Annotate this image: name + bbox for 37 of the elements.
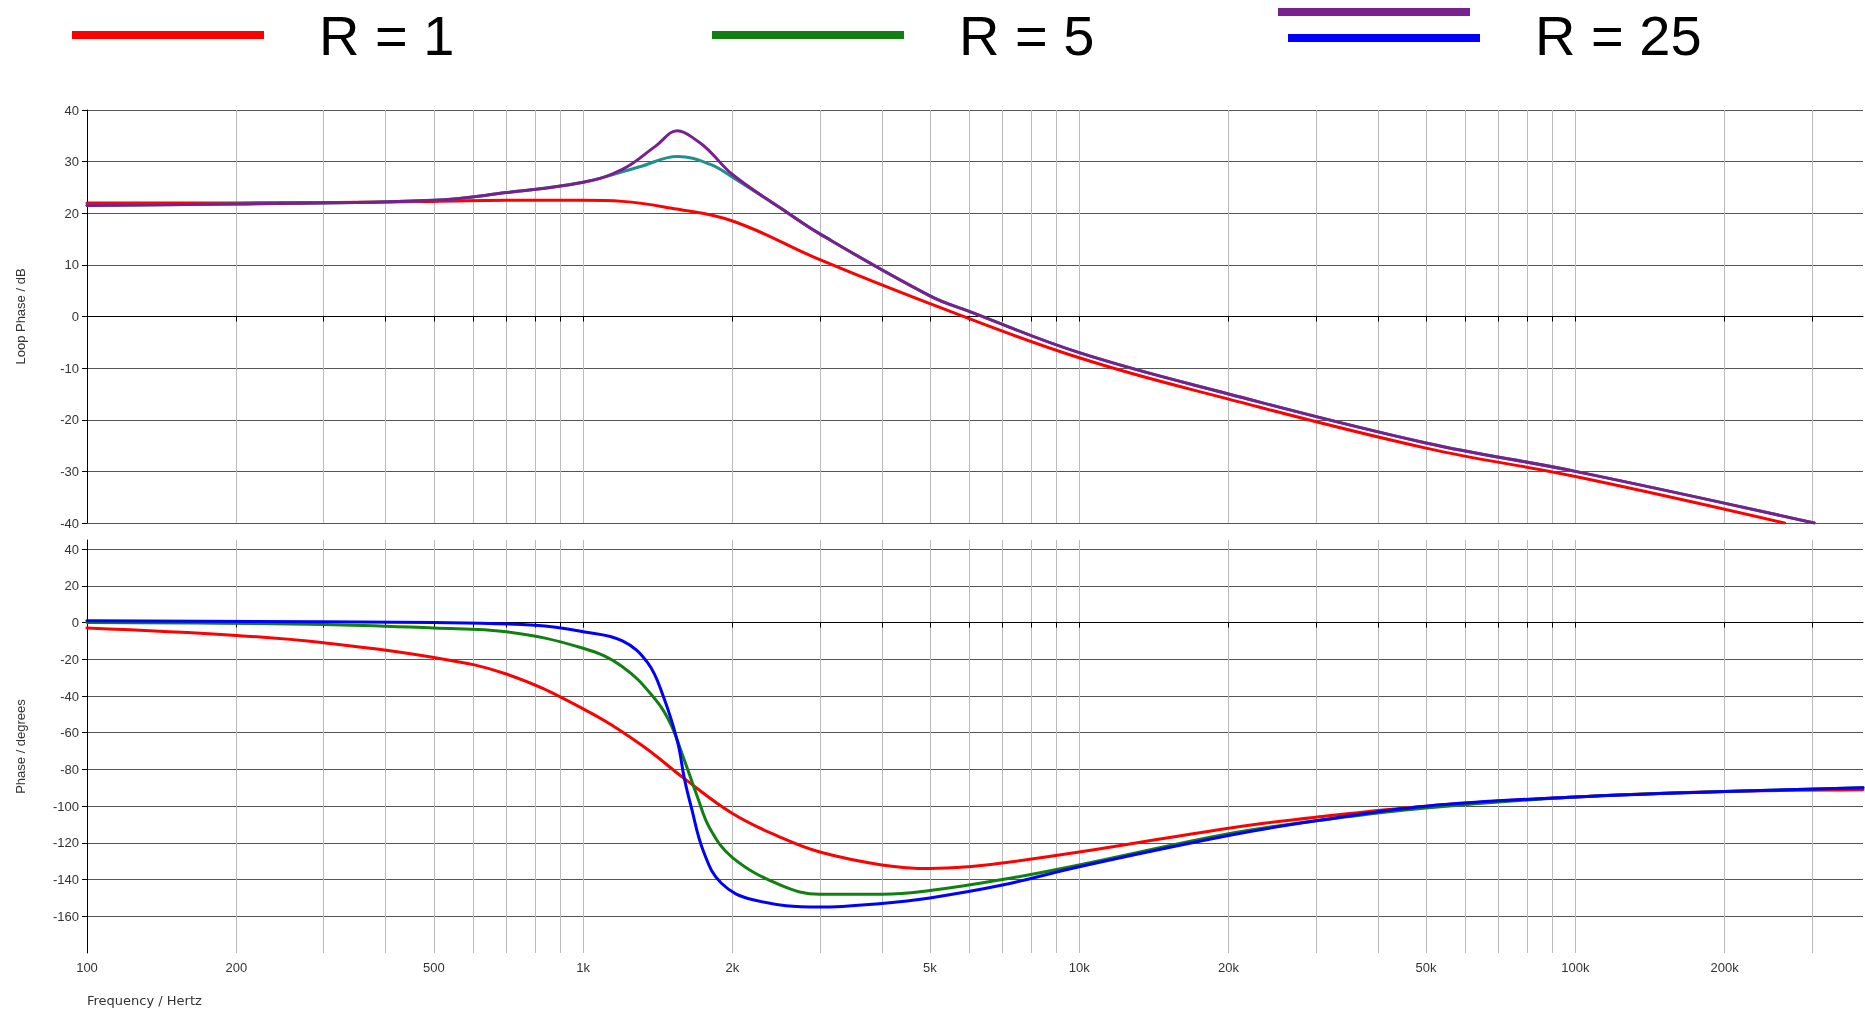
y-tick-label: 40 (64, 102, 79, 118)
x-tick-label: 50k (1415, 960, 1437, 975)
x-tick-label: 5k (923, 960, 938, 975)
legend-label: R = 5 (959, 2, 1095, 68)
legend-label: R = 25 (1535, 2, 1702, 68)
x-tick-label: 1k (576, 960, 591, 975)
y-tick-label: -30 (60, 463, 79, 479)
y-tick-label: 20 (64, 578, 79, 594)
legend-label: R = 1 (319, 2, 455, 68)
x-tick-label: 10k (1068, 960, 1091, 975)
y-tick-label: -140 (52, 872, 79, 888)
x-tick-label: 100k (1561, 960, 1590, 975)
y-tick-label: 30 (64, 154, 79, 170)
x-tick-label: 20k (1218, 960, 1240, 975)
y-tick-label: -60 (60, 725, 79, 741)
y-tick-label: -10 (60, 360, 79, 376)
x-tick-label: 2k (725, 960, 740, 975)
y-tick-label: -120 (52, 835, 79, 851)
y-tick-label: -40 (60, 515, 79, 531)
y-tick-label: -80 (60, 761, 79, 777)
y-tick-label: 20 (64, 205, 79, 221)
x-tick-label: 200k (1710, 960, 1740, 975)
y-axis-title: Phase / degrees (13, 698, 28, 794)
x-axis-title: Frequency / Hertz (87, 993, 203, 1008)
x-tick-label: 500 (422, 960, 445, 975)
y-tick-label: -160 (52, 908, 79, 924)
y-tick-label: 0 (71, 615, 79, 631)
y-tick-label: 40 (64, 541, 79, 557)
y-tick-label: -20 (60, 651, 79, 667)
y-tick-label: -40 (60, 688, 79, 704)
y-tick-label: -100 (52, 798, 79, 814)
y-tick-label: 10 (64, 257, 79, 273)
x-tick-label: 100 (76, 960, 98, 975)
y-axis-title: Loop Phase / dB (13, 268, 28, 365)
x-tick-label: 200 (225, 960, 248, 975)
y-tick-label: -20 (60, 412, 79, 428)
y-tick-label: 0 (71, 309, 79, 324)
